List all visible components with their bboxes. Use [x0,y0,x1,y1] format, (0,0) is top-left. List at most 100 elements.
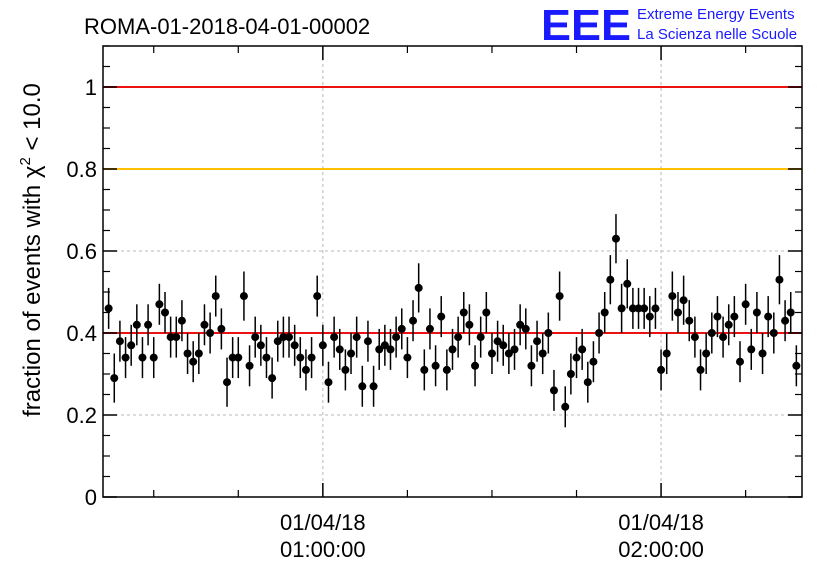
data-point [420,365,429,374]
data-point [149,353,158,362]
data-point [662,349,671,358]
data-point [735,357,744,366]
data-point [741,300,750,309]
data-point [161,308,170,317]
data-point [786,308,795,317]
reference-lines [103,86,802,334]
data-point [386,345,395,354]
y-axis-label-symbol: χ [19,165,46,178]
data-point [668,292,677,301]
y-axis-ticks: 0 0.2 0.4 0.6 0.8 1 [66,45,802,510]
data-point [448,345,457,354]
data-point [516,320,525,329]
data-point [228,353,237,362]
data-point [651,304,660,313]
y-tick-label: 1 [85,75,97,100]
data-point [144,320,153,329]
data-point [713,312,722,321]
data-point [600,308,609,317]
data-point [685,316,694,325]
data-point [758,349,767,358]
data-point [183,349,192,358]
y-tick-label: 0.2 [66,403,97,428]
data-point [583,378,592,387]
data-point [330,333,339,342]
data-point [752,308,761,317]
data-point [431,361,440,370]
data-point [673,308,682,317]
y-tick-label: 0.4 [66,321,97,346]
data-point [296,353,305,362]
data-point [690,333,699,342]
data-point [465,320,474,329]
data-point [792,361,801,370]
data-point [318,341,327,350]
data-point [454,333,463,342]
logo-mark: EEE [541,1,631,50]
data-point [775,275,784,284]
data-point [459,308,468,317]
data-point [347,349,356,358]
data-point [527,361,536,370]
data-point [657,365,666,374]
data-point [363,337,372,346]
data-point [544,329,553,337]
data-point [437,312,446,321]
y-tick-label: 0.6 [66,239,97,264]
x-tick-label-date: 01/04/18 [618,510,704,535]
data-point [200,320,209,329]
data-point [239,292,248,301]
data-point [166,333,175,342]
data-point [177,316,186,325]
data-point [104,304,113,313]
data-point [634,304,643,313]
data-point [397,324,406,333]
data-point [217,324,226,333]
data-point [707,329,716,337]
data-point [262,353,271,362]
data-point [358,382,367,391]
data-point [132,320,141,329]
eee-logo: EEE Extreme Energy Events La Scienza nel… [541,1,797,50]
data-point [549,386,558,395]
data-point [442,365,451,374]
data-point [572,353,581,362]
x-tick-label-time: 02:00:00 [618,537,704,562]
data-point [307,353,316,362]
data-point [555,292,564,301]
chart-title: ROMA-01-2018-04-01-00002 [84,14,370,39]
x-tick-label-time: 01:00:00 [280,537,366,562]
data-point [245,361,254,370]
data-point [724,320,733,329]
data-point [628,304,637,313]
data-point [380,341,389,350]
data-point [273,337,282,346]
data-point [589,357,598,366]
data-point [696,365,705,374]
logo-line1: Extreme Energy Events [637,6,795,23]
data-point [279,333,288,342]
data-point [493,337,502,346]
data-point [138,353,147,362]
logo-line2: La Scienza nelle Scuole [637,26,797,43]
x-tick-label-date: 01/04/18 [280,510,366,535]
data-point [403,353,412,362]
y-axis-label-sup: 2 [17,157,34,165]
data-point [764,312,773,321]
data-point [234,353,243,362]
y-axis-label: fraction of events with χ2 < 10.0 [17,83,46,417]
data-point [290,341,299,350]
data-point [747,345,756,354]
data-point [769,329,778,337]
data-point [409,316,418,325]
data-point [301,365,310,374]
data-point [425,324,434,333]
data-point [533,337,542,346]
data-point [640,304,649,313]
data-point [110,374,119,383]
data-point [623,279,632,288]
data-point [719,333,728,342]
data-point [121,353,130,362]
